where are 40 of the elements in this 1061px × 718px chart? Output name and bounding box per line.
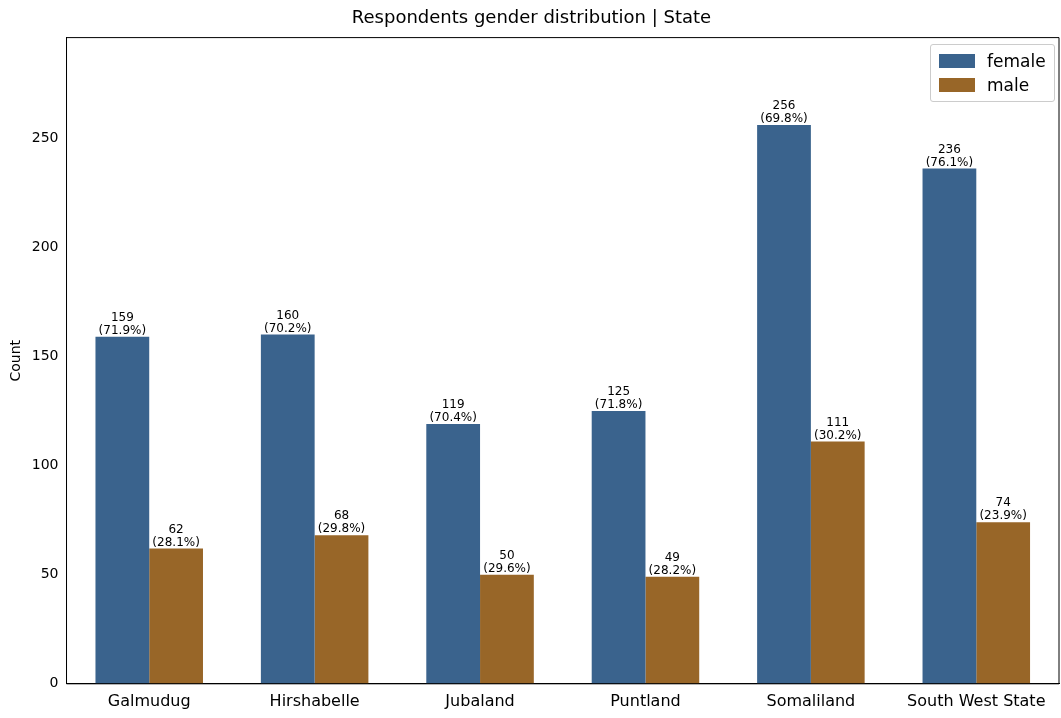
bar bbox=[645, 576, 700, 684]
bar bbox=[976, 522, 1031, 684]
data-label: 119 (70.4%) bbox=[429, 397, 477, 425]
data-label: 111 (30.2%) bbox=[814, 414, 862, 442]
bar bbox=[95, 336, 150, 684]
data-label: 68 (29.8%) bbox=[317, 508, 366, 536]
y-axis-title: Count bbox=[7, 339, 24, 382]
x-tick-label: Galmudug bbox=[107, 690, 191, 710]
bar bbox=[260, 334, 315, 684]
legend-label: female bbox=[987, 49, 1046, 73]
data-label: 159 (71.9%) bbox=[98, 309, 147, 337]
x-tick-label: Somaliland bbox=[766, 690, 856, 710]
y-tick-label: 250 bbox=[31, 128, 59, 145]
data-label: 256 (69.8%) bbox=[760, 98, 808, 126]
bar bbox=[922, 168, 977, 684]
y-tick-label: 150 bbox=[31, 346, 59, 363]
data-label: 49 (28.2%) bbox=[648, 549, 697, 577]
y-tick-label: 200 bbox=[31, 237, 59, 254]
x-tick-label: Hirshabelle bbox=[269, 690, 360, 710]
x-tick-label: Jubaland bbox=[444, 690, 515, 710]
data-label: 125 (71.8%) bbox=[594, 384, 643, 412]
legend-label: male bbox=[987, 73, 1030, 97]
bar bbox=[810, 441, 865, 684]
bar bbox=[757, 124, 811, 684]
bar bbox=[314, 535, 369, 684]
data-label: 236 (76.1%) bbox=[925, 141, 974, 169]
bar bbox=[591, 410, 646, 684]
bar bbox=[426, 424, 481, 684]
data-label: 62 (28.1%) bbox=[152, 521, 200, 549]
y-tick-label: 50 bbox=[40, 565, 59, 582]
x-tick-label: Puntland bbox=[610, 690, 681, 710]
y-tick-label: 0 bbox=[49, 674, 59, 691]
chart-title: Respondents gender distribution | State bbox=[351, 6, 712, 28]
bar bbox=[480, 574, 534, 684]
x-tick-label: South West State bbox=[907, 690, 1046, 710]
bar bbox=[149, 548, 203, 684]
data-label: 74 (23.9%) bbox=[979, 495, 1027, 523]
y-tick-label: 100 bbox=[31, 456, 59, 473]
data-label: 50 (29.6%) bbox=[483, 547, 531, 575]
data-label: 160 (70.2%) bbox=[264, 307, 312, 335]
